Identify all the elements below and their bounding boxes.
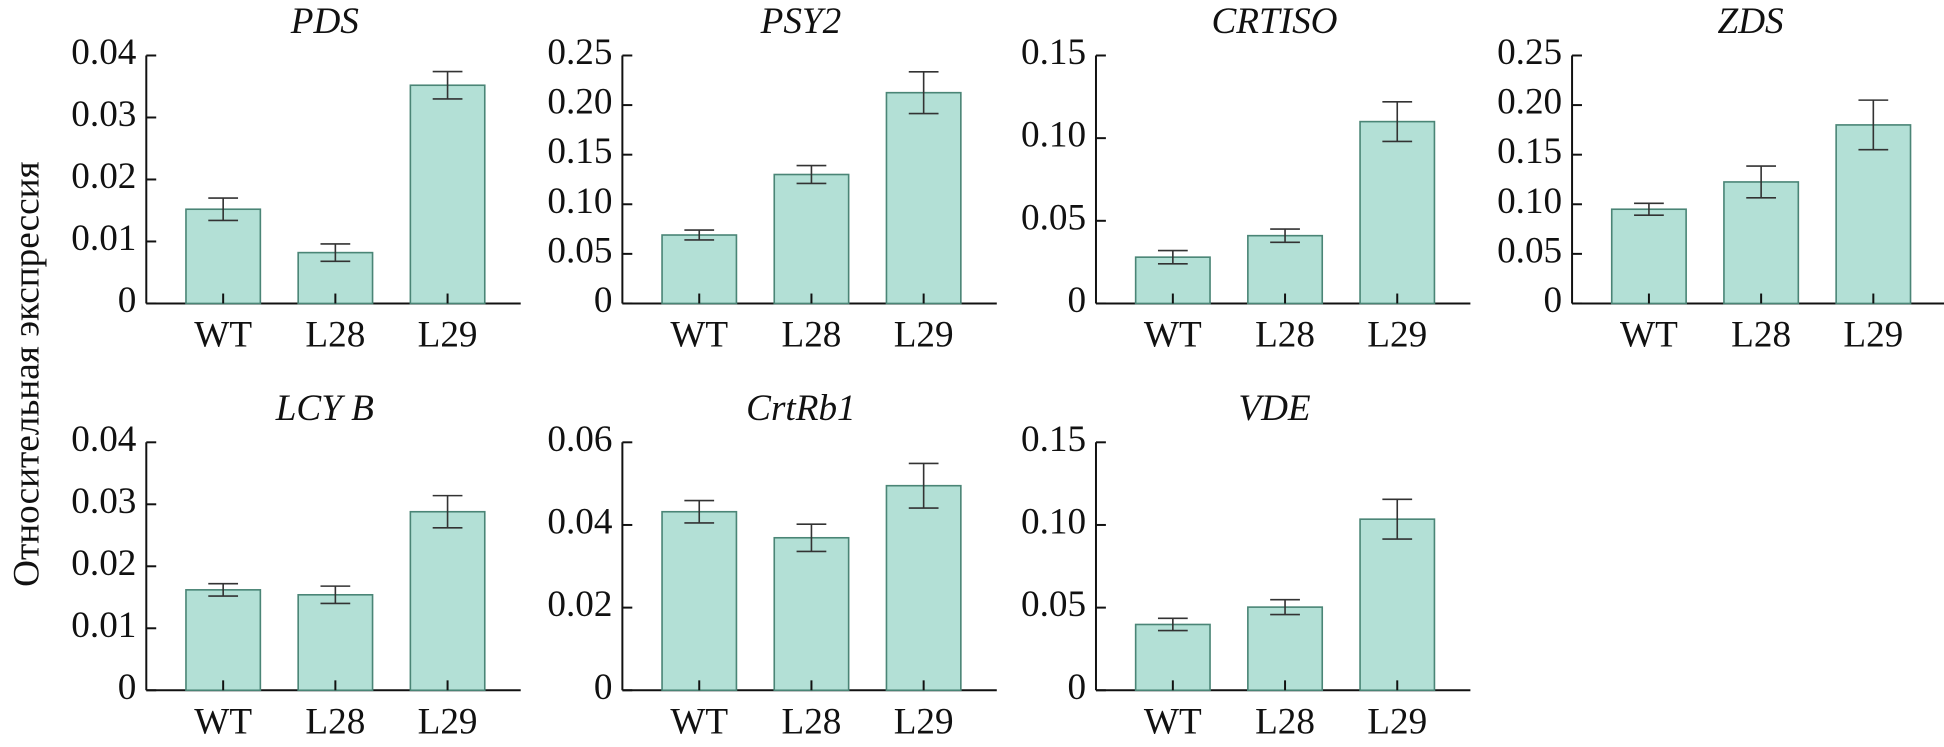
y-tick-label: 0.04 [547, 501, 612, 542]
subplot-title: CRTISO [1211, 1, 1337, 42]
x-tick-label: L28 [305, 315, 365, 356]
x-tick-label: L29 [894, 315, 954, 356]
x-tick-label: L29 [1367, 702, 1427, 743]
bar [185, 208, 262, 305]
bar [773, 173, 850, 305]
bar [1359, 120, 1436, 305]
x-tick-label: WT [194, 315, 252, 356]
x-tick-label: L28 [781, 702, 841, 743]
y-tick-label: 0.05 [1021, 584, 1086, 625]
x-tick-label: L28 [781, 315, 841, 356]
y-tick-label: 0 [594, 280, 613, 321]
x-tick-label: WT [1144, 315, 1202, 356]
bar [1723, 181, 1800, 305]
y-tick-label: 0.05 [1021, 197, 1086, 238]
y-axis-label: Относительная экспрессия [6, 161, 47, 587]
x-tick-label: L29 [418, 315, 478, 356]
y-tick-label: 0.05 [1497, 230, 1562, 271]
y-tick-label: 0.15 [1021, 419, 1086, 460]
subplot-title: PDS [290, 1, 359, 42]
x-tick-label: WT [1144, 702, 1202, 743]
y-tick-label: 0.20 [1497, 82, 1562, 123]
bar [661, 234, 738, 305]
y-tick-label: 0 [1067, 667, 1086, 708]
bar [885, 484, 962, 692]
bar [185, 589, 262, 692]
y-tick-label: 0.01 [71, 218, 136, 259]
x-tick-label: WT [194, 702, 252, 743]
y-tick-label: 0.01 [71, 605, 136, 646]
y-tick-label: 0 [1544, 280, 1563, 321]
bar [885, 91, 962, 305]
y-tick-label: 0.10 [547, 181, 612, 222]
subplot-title: VDE [1238, 388, 1311, 429]
y-tick-label: 0 [118, 667, 137, 708]
bar [1835, 124, 1912, 305]
y-tick-label: 0.02 [71, 156, 136, 197]
bar [1359, 518, 1436, 692]
y-tick-label: 0.04 [71, 419, 136, 460]
x-tick-label: L29 [1367, 315, 1427, 356]
y-tick-label: 0 [594, 667, 613, 708]
bar [1247, 234, 1324, 305]
x-tick-label: L29 [1843, 315, 1903, 356]
bar [1247, 606, 1324, 692]
x-tick-label: L28 [305, 702, 365, 743]
y-tick-label: 0 [118, 280, 137, 321]
bar [661, 510, 738, 692]
x-tick-label: L29 [418, 702, 478, 743]
y-tick-label: 0.25 [547, 32, 612, 73]
y-tick-label: 0.10 [1497, 181, 1562, 222]
y-tick-label: 0.06 [547, 419, 612, 460]
y-tick-label: 0.05 [547, 230, 612, 271]
y-tick-label: 0.10 [1021, 501, 1086, 542]
x-tick-label: L28 [1255, 702, 1315, 743]
y-tick-label: 0.03 [71, 481, 136, 522]
subplot-title: CrtRb1 [746, 388, 856, 429]
bar [409, 84, 486, 305]
subplot-title: PSY2 [760, 1, 842, 42]
subplot-title: ZDS [1718, 1, 1784, 42]
y-tick-label: 0.04 [71, 32, 136, 73]
y-tick-label: 0.03 [71, 94, 136, 135]
subplot-title: LCY B [275, 388, 374, 429]
x-tick-label: WT [670, 315, 728, 356]
bar [773, 536, 850, 692]
y-tick-label: 0.15 [547, 131, 612, 172]
x-tick-label: WT [1620, 315, 1678, 356]
x-tick-label: WT [670, 702, 728, 743]
x-tick-label: L28 [1255, 315, 1315, 356]
bar [409, 510, 486, 692]
x-tick-label: L29 [894, 702, 954, 743]
bar [297, 593, 374, 692]
y-tick-label: 0 [1067, 280, 1086, 321]
x-tick-label: L28 [1731, 315, 1791, 356]
bar [1610, 208, 1687, 305]
y-tick-label: 0.25 [1497, 32, 1562, 73]
y-tick-label: 0.02 [547, 584, 612, 625]
y-tick-label: 0.02 [71, 543, 136, 584]
y-tick-label: 0.10 [1021, 115, 1086, 156]
y-tick-label: 0.20 [547, 82, 612, 123]
y-tick-label: 0.15 [1497, 131, 1562, 172]
y-tick-label: 0.15 [1021, 32, 1086, 73]
